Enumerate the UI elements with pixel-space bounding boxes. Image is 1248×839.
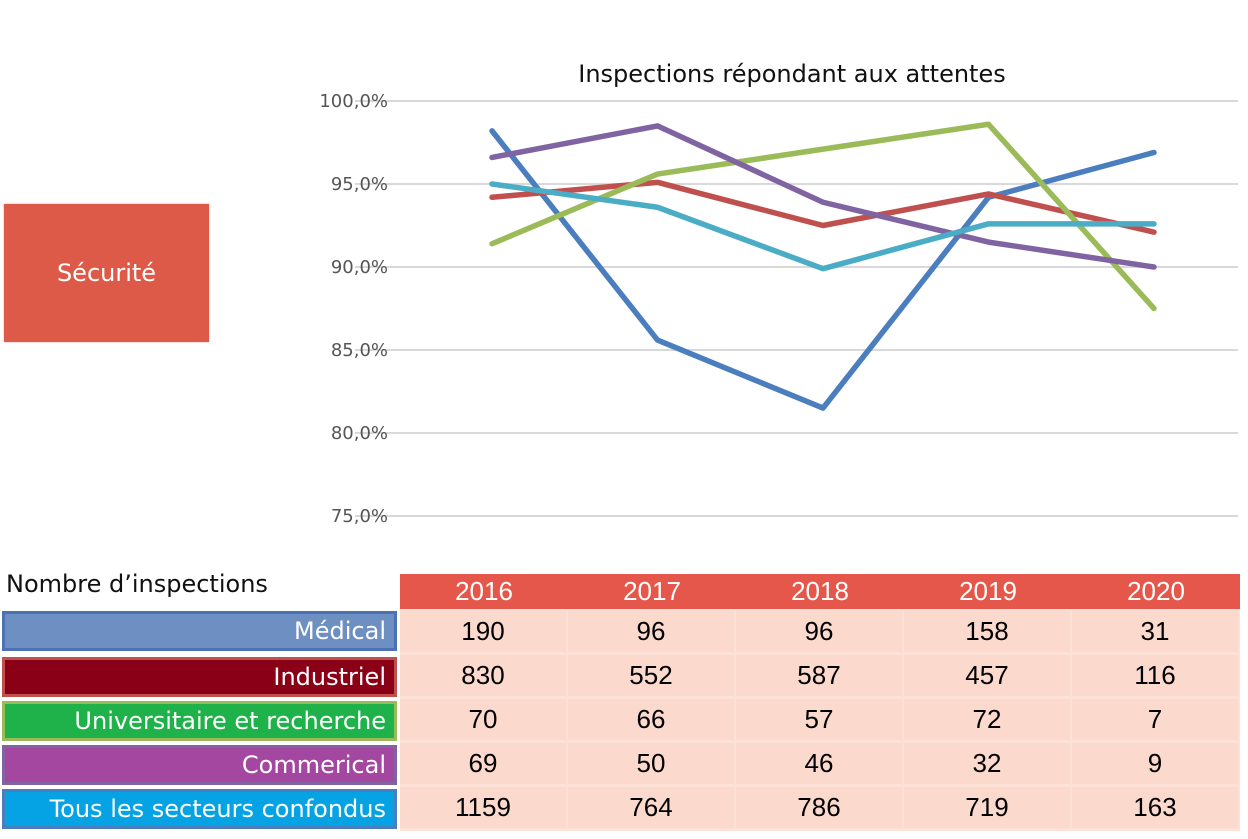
table-cell: 32 bbox=[904, 743, 1070, 784]
table-cell: 31 bbox=[1072, 611, 1238, 652]
series-line bbox=[489, 179, 1157, 235]
year-header-cell: 2020 bbox=[1127, 576, 1185, 606]
table-cell: 830 bbox=[400, 655, 566, 696]
table-caption: Nombre d’inspections bbox=[6, 570, 268, 598]
table-cell: 764 bbox=[568, 787, 734, 828]
row-label-tous: Tous les secteurs confondus bbox=[2, 789, 397, 829]
table-cell: 96 bbox=[736, 611, 902, 652]
table-cell: 1159 bbox=[400, 787, 566, 828]
series-line bbox=[489, 181, 1157, 272]
section-label-securite: Sécurité bbox=[4, 204, 209, 342]
y-tick-label: 95,0% bbox=[331, 174, 388, 195]
line-chart: Inspections répondant aux attentes 100,0… bbox=[319, 60, 1238, 527]
year-header-cell: 2019 bbox=[959, 576, 1017, 606]
table-cell: 190 bbox=[400, 611, 566, 652]
table-row: 190 96 96 158 31 bbox=[400, 609, 1240, 652]
y-tick-label: 85,0% bbox=[331, 340, 388, 361]
gridlines bbox=[355, 100, 1238, 517]
table-row: 830 552 587 457 116 bbox=[400, 653, 1240, 696]
table-cell: 457 bbox=[904, 655, 1070, 696]
table-cell: 116 bbox=[1072, 655, 1238, 696]
table-cell: 719 bbox=[904, 787, 1070, 828]
table-row: 1159 764 786 719 163 bbox=[400, 785, 1240, 828]
series-line bbox=[489, 121, 1157, 312]
table-cell: 57 bbox=[736, 699, 902, 740]
year-header-cell: 2018 bbox=[791, 576, 849, 606]
table-cell: 786 bbox=[736, 787, 902, 828]
y-tick-label: 75,0% bbox=[331, 506, 388, 527]
table-cell: 46 bbox=[736, 743, 902, 784]
section-label-text: Sécurité bbox=[56, 259, 157, 287]
year-header-cell: 2017 bbox=[623, 576, 681, 606]
y-tick-label: 100,0% bbox=[319, 91, 388, 112]
table-cell: 163 bbox=[1072, 787, 1238, 828]
table-cell: 96 bbox=[568, 611, 734, 652]
table-cell: 587 bbox=[736, 655, 902, 696]
table-cell: 66 bbox=[568, 699, 734, 740]
chart-title: Inspections répondant aux attentes bbox=[578, 60, 1005, 88]
table-cell: 72 bbox=[904, 699, 1070, 740]
table-body: 190 96 96 158 31 830 552 587 457 116 70 … bbox=[400, 609, 1240, 831]
y-axis-ticks: 100,0% 95,0% 90,0% 85,0% 80,0% 75,0% bbox=[319, 91, 388, 527]
table-row: 69 50 46 32 9 bbox=[400, 741, 1240, 784]
year-header-row: 2016 2017 2018 2019 2020 bbox=[400, 574, 1240, 609]
year-header-cell: 2016 bbox=[455, 576, 513, 606]
table-row: 70 66 57 72 7 bbox=[400, 697, 1240, 740]
y-tick-label: 80,0% bbox=[331, 423, 388, 444]
table-cell: 9 bbox=[1072, 743, 1238, 784]
table-cell: 50 bbox=[568, 743, 734, 784]
series-line bbox=[489, 123, 1157, 270]
y-tick-label: 90,0% bbox=[331, 257, 388, 278]
table-cell: 7 bbox=[1072, 699, 1238, 740]
series-lines bbox=[489, 121, 1157, 411]
table-cell: 552 bbox=[568, 655, 734, 696]
table-cell: 70 bbox=[400, 699, 566, 740]
table-cell: 69 bbox=[400, 743, 566, 784]
row-label-commercial: Commerical bbox=[2, 745, 397, 785]
row-label-universitaire: Universitaire et recherche bbox=[2, 701, 397, 741]
table-cell: 158 bbox=[904, 611, 1070, 652]
row-label-medical: Médical bbox=[2, 611, 397, 651]
row-label-industriel: Industriel bbox=[2, 657, 397, 697]
